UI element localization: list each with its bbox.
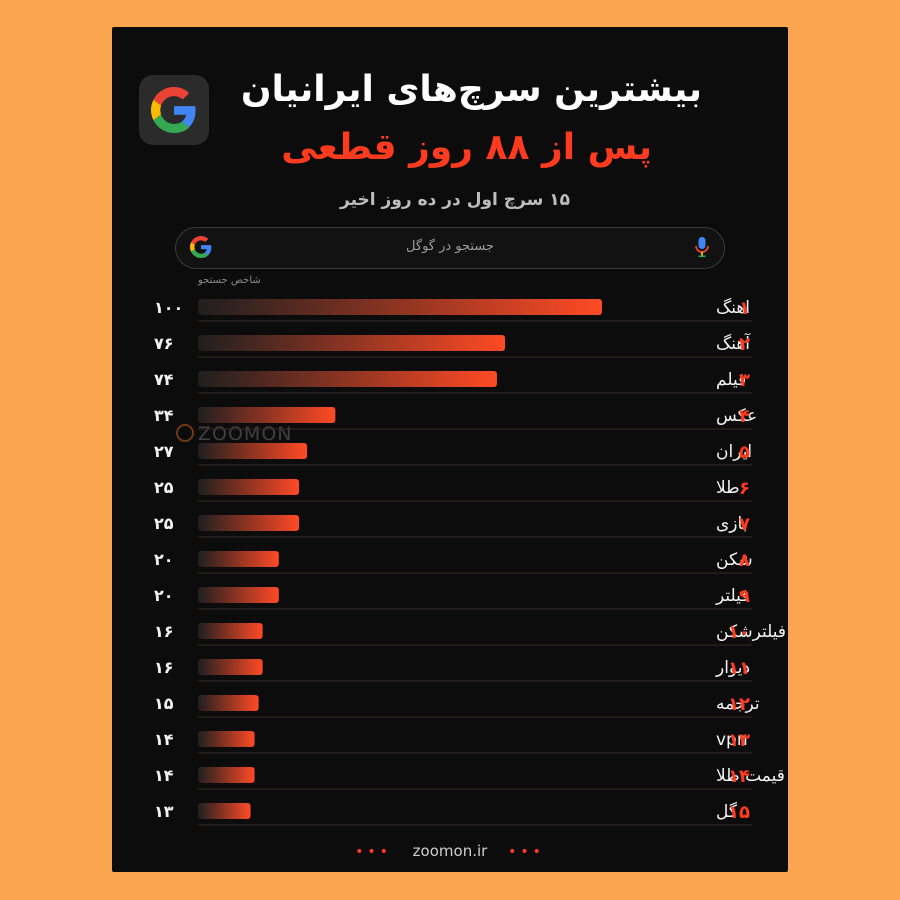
rank-label: ۶: [739, 478, 750, 499]
footer-dots-left: •••: [355, 844, 392, 860]
footer-dots-right: •••: [508, 844, 545, 860]
rank-label: ۱۱: [728, 658, 750, 679]
infographic-card: بیشترین سرچ‌های ایرانیان پس از ۸۸ روز قط…: [112, 27, 788, 872]
category-label: عکس: [716, 406, 757, 426]
title-line-1: بیشترین سرچ‌های ایرانیان: [240, 69, 702, 110]
bar: [198, 587, 279, 603]
value-label: ۲۵: [154, 478, 174, 497]
search-placeholder[interactable]: جستجو در گوگل: [406, 239, 494, 254]
google-logo-icon: [139, 75, 209, 145]
category-label: طلا: [716, 478, 740, 498]
bar: [198, 731, 255, 747]
value-label: ۲۷: [154, 442, 174, 461]
category-label: اهنگ: [716, 297, 750, 318]
value-label: ۲۵: [154, 514, 174, 533]
value-label: ۱۴: [154, 766, 174, 785]
rank-label: ۹: [739, 586, 750, 607]
rank-label: ۱۲: [728, 694, 750, 715]
rank-label: ۲: [739, 334, 750, 355]
category-label: vpn: [716, 730, 748, 750]
bar: [198, 407, 336, 423]
value-label: ۲۰: [154, 586, 174, 605]
category-label: بازی: [716, 514, 747, 534]
value-label: ۱۶: [154, 658, 174, 677]
footer-url[interactable]: zoomon.ir: [412, 842, 488, 860]
bar: [198, 803, 251, 819]
bar: [198, 623, 263, 639]
category-label: دیوار: [715, 658, 750, 678]
value-label: ۳۴: [154, 406, 174, 425]
category-label: فیلتر: [715, 586, 749, 606]
bar: [198, 767, 255, 783]
bar: [198, 551, 279, 567]
rank-label: ۱۵: [728, 802, 750, 823]
value-label: ۱۳: [154, 802, 174, 821]
bar: [198, 695, 259, 711]
google-g-icon: [190, 236, 212, 262]
footer: ••• zoomon.ir •••: [112, 842, 788, 860]
rank-label: ۵: [739, 442, 750, 463]
rank-label: ۱: [739, 298, 750, 319]
value-label: ۱۵: [154, 694, 174, 713]
category-label: گل: [716, 801, 738, 822]
value-label: ۲۰: [154, 550, 174, 569]
subtitle: ۱۵ سرچ اول در ده روز اخیر: [340, 190, 570, 210]
bar: [198, 443, 308, 459]
value-label: ۱۰۰: [154, 298, 183, 317]
bar: [198, 515, 299, 531]
category-label: فیلترشکن: [716, 622, 786, 642]
search-bar[interactable]: جستجو در گوگل: [175, 227, 725, 269]
bar: [198, 299, 602, 315]
category-label: فیلم: [716, 370, 746, 390]
category-label: ایران: [716, 442, 752, 462]
bar: [198, 371, 497, 387]
watermark-logo-icon: [176, 424, 194, 442]
rank-label: ۱۴: [728, 766, 750, 787]
rank-label: ۸: [739, 550, 750, 571]
rank-label: ۴: [739, 406, 750, 427]
rank-label: ۱۳: [728, 730, 750, 751]
axis-label: شاخص جستجو: [198, 275, 261, 286]
rank-label: ۱۰: [728, 622, 750, 643]
rank-label: ۷: [739, 514, 750, 535]
microphone-icon[interactable]: [694, 236, 710, 262]
value-label: ۱۶: [154, 622, 174, 641]
category-label: ترجمه: [716, 694, 760, 714]
category-label: قیمت طلا: [716, 766, 785, 786]
value-label: ۷۴: [154, 370, 174, 389]
title-line-2: پس از ۸۸ روز قطعی: [281, 127, 652, 168]
value-label: ۷۶: [154, 334, 174, 353]
bar: [198, 659, 263, 675]
bar: [198, 479, 299, 495]
category-label: شکن: [716, 550, 753, 570]
category-label: آهنگ: [716, 332, 751, 354]
value-label: ۱۴: [154, 730, 174, 749]
rank-label: ۳: [739, 370, 750, 391]
bar: [198, 335, 506, 351]
